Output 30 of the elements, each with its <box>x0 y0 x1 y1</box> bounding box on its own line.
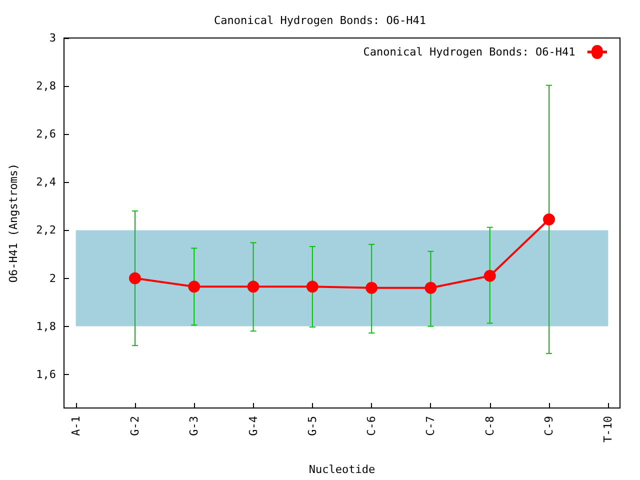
y-tick-label: 2 <box>49 272 56 285</box>
point <box>188 280 200 293</box>
point <box>543 213 556 226</box>
y-tick-label: 2,4 <box>36 176 56 189</box>
y-tick-label: 1,6 <box>36 368 56 381</box>
legend-label: Canonical Hydrogen Bonds: O6-H41 <box>363 46 576 58</box>
point <box>128 272 141 284</box>
y-tick-label: 2,2 <box>36 224 56 237</box>
y-axis-title: O6-H41 (Angstroms) <box>7 163 20 283</box>
point <box>306 280 318 293</box>
chart-title: Canonical Hydrogen Bonds: O6-H41 <box>214 14 426 27</box>
x-tick-label: G-4 <box>246 416 260 436</box>
y-tick-label: 3 <box>49 32 56 44</box>
point <box>366 282 378 294</box>
x-tick-label: A-1 <box>69 416 82 436</box>
point <box>247 280 260 293</box>
x-tick-label: C-7 <box>424 416 438 436</box>
point <box>424 282 437 294</box>
x-tick-label: G-5 <box>306 416 319 436</box>
x-tick-label: C-9 <box>542 416 556 436</box>
x-tick-label: T-10 <box>602 416 615 442</box>
x-axis-title: Nucleotide <box>308 463 376 476</box>
y-tick-label: 1,8 <box>36 320 56 333</box>
x-tick-label: G-2 <box>128 416 142 436</box>
x-tick-label: C-8 <box>483 416 496 436</box>
x-tick-label: C-6 <box>365 416 378 436</box>
y-tick-label: 2,8 <box>36 80 56 93</box>
x-tick-label: G-3 <box>188 416 201 436</box>
point <box>484 270 496 282</box>
y-tick-label: 2,6 <box>36 128 56 141</box>
